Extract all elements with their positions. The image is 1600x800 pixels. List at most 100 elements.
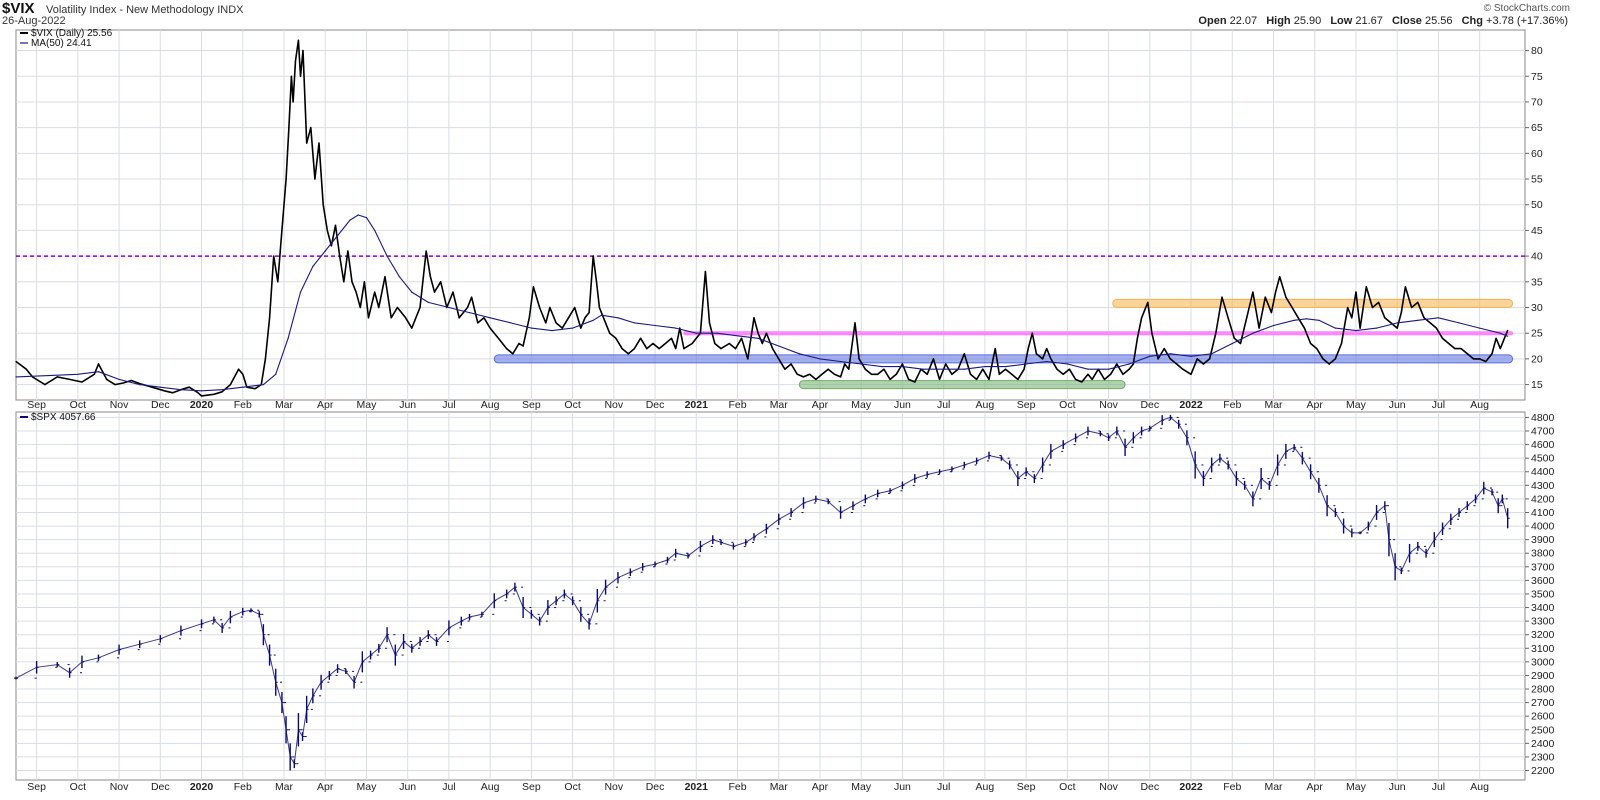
vix-point <box>1503 337 1505 339</box>
ma50-point <box>242 386 244 388</box>
vix-point <box>1429 322 1431 324</box>
vix-point <box>1371 306 1374 309</box>
price-quote: Open 22.07 High 25.90 Low 21.67 Close 25… <box>1192 15 1568 27</box>
vix-point <box>1441 337 1444 339</box>
vix-point <box>757 332 759 334</box>
spx-x-tick-label: Oct <box>564 781 580 793</box>
ma50-point <box>1305 318 1308 320</box>
ma50-point <box>139 384 141 386</box>
ma50-point <box>221 389 223 391</box>
vix-point <box>326 229 328 231</box>
vix-point <box>908 378 910 380</box>
vix-point <box>302 50 304 52</box>
spx-x-tick-label: May <box>357 781 378 793</box>
vix-point <box>1285 296 1287 298</box>
ma50-point <box>1437 317 1439 319</box>
vix-x-tick-label: 2021 <box>685 399 709 411</box>
green-band <box>798 380 1126 390</box>
ma50-point <box>510 322 512 324</box>
vix-x-tick-label: Aug <box>1470 399 1489 411</box>
ma50-point <box>374 229 376 231</box>
vix-point <box>347 250 349 252</box>
vix-x-tick-label: Aug <box>481 399 500 411</box>
vix-point <box>1163 348 1165 350</box>
vix-y-tick-label: 65 <box>1531 122 1543 134</box>
ma50-point <box>901 366 904 368</box>
ma50-point <box>633 322 636 324</box>
ma50-point <box>448 306 450 309</box>
vix-point <box>359 306 361 309</box>
vix-point <box>374 291 376 293</box>
vix-point <box>254 388 256 390</box>
vix-point <box>384 276 386 278</box>
vix-point <box>1132 363 1134 365</box>
vix-point <box>425 250 427 252</box>
vix-point <box>932 358 935 360</box>
vix-point <box>1027 348 1029 350</box>
vix-point <box>1264 296 1266 298</box>
vix-point <box>1151 332 1153 334</box>
vix-point <box>114 384 116 386</box>
vix-point <box>44 384 46 386</box>
ma50-point <box>1004 366 1007 368</box>
vix-point <box>1196 358 1198 360</box>
ma50-line <box>15 214 1508 392</box>
vix-point <box>580 327 582 329</box>
vix-point <box>1258 327 1260 329</box>
vix-x-tick-label: Apr <box>317 399 334 411</box>
vix-x-tick-label: Nov <box>110 399 129 411</box>
vix-point <box>297 39 299 41</box>
vix-point <box>1472 358 1475 360</box>
vix-point <box>1499 348 1501 350</box>
spx-x-tick-label: Aug <box>976 781 995 793</box>
vix-point <box>602 317 605 319</box>
vix-point <box>390 317 392 319</box>
spx-y-tick-label: 4300 <box>1531 480 1555 492</box>
vix-point <box>664 342 667 345</box>
spx-y-tick-label: 4100 <box>1531 507 1555 519</box>
chart-date: 26-Aug-2022 <box>2 15 66 27</box>
vix-x-tick-label: Jul <box>1432 399 1445 411</box>
spx-x-tick-label: Jul <box>1432 781 1445 793</box>
vix-point <box>1035 353 1037 355</box>
spx-y-tick-label: 3800 <box>1531 548 1555 560</box>
vix-point <box>1454 348 1456 350</box>
vix-y-tick-label: 70 <box>1531 96 1543 108</box>
vix-point <box>864 368 866 370</box>
ma50-point <box>922 368 924 370</box>
vix-point <box>351 281 353 283</box>
vix-x-tick-label: Mar <box>1264 399 1283 411</box>
vix-point <box>433 291 436 293</box>
vix-point <box>833 373 836 375</box>
ma50-point <box>1128 363 1130 365</box>
vix-point <box>545 322 547 324</box>
vix-point <box>595 281 598 283</box>
vix-point <box>1023 368 1025 370</box>
spx-x-tick-label: Apr <box>317 781 334 793</box>
vix-point <box>130 379 132 382</box>
vix-x-tick-label: Apr <box>1307 399 1324 411</box>
vix-x-tick-label: Sep <box>522 399 541 411</box>
vix-point <box>506 348 508 350</box>
low-label: Low <box>1330 15 1353 27</box>
vix-point <box>1485 360 1487 363</box>
spx-x-tick-label: Sep <box>1017 781 1036 793</box>
spx-y-tick-label: 3200 <box>1531 629 1555 641</box>
vix-point <box>883 368 885 370</box>
spx-x-tick-label: 2021 <box>685 781 709 793</box>
close-value: 25.56 <box>1425 15 1453 27</box>
vix-point <box>277 281 279 283</box>
ma50-point <box>1066 363 1068 365</box>
ma50-point <box>1396 322 1398 324</box>
vix-point <box>561 327 563 329</box>
vix-point <box>221 391 223 393</box>
vix-point <box>761 342 763 345</box>
vix-point <box>292 101 294 103</box>
vix-point <box>1365 286 1367 288</box>
vix-point <box>1246 317 1248 319</box>
vix-point <box>988 378 990 380</box>
ma50-point <box>312 265 314 267</box>
vix-x-tick-label: Apr <box>812 399 829 411</box>
ma50-point <box>840 360 842 363</box>
spx-x-tick-label: Apr <box>812 781 829 793</box>
